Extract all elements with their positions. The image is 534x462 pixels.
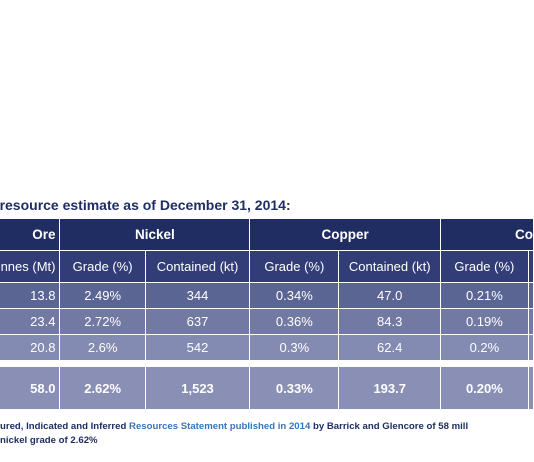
col-copper-grade: Grade (%) xyxy=(249,250,340,283)
group-cobalt: Co xyxy=(440,219,534,251)
resources-statement-link[interactable]: Resources Statement published in 2014 xyxy=(129,421,311,432)
table-row: 13.8 2.49% 344 0.34% 47.0 0.21% xyxy=(0,282,534,309)
table-row: 20.8 2.6% 542 0.3% 62.4 0.2% xyxy=(0,334,534,361)
column-header-row: nnes (Mt) Grade (%) Contained (kt) Grade… xyxy=(0,250,534,283)
col-nickel-contained: Contained (kt) xyxy=(145,250,251,283)
col-tonnes: nnes (Mt) xyxy=(0,250,61,283)
col-clipped xyxy=(528,250,534,283)
group-header-row: Ore Nickel Copper Co xyxy=(0,219,534,251)
group-ore: Ore xyxy=(0,219,61,251)
table-title: al resource estimate as of December 31, … xyxy=(0,197,291,213)
footnote-line-2: nickel grade of 2.62% xyxy=(0,435,98,446)
col-copper-contained: Contained (kt) xyxy=(338,250,441,283)
col-nickel-grade: Grade (%) xyxy=(59,250,146,283)
col-cobalt-grade: Grade (%) xyxy=(440,250,529,283)
group-copper: Copper xyxy=(249,219,441,251)
footnote-line-1: ured, Indicated and Inferred Resources S… xyxy=(0,421,469,432)
total-row: 58.0 2.62% 1,523 0.33% 193.7 0.20% xyxy=(0,367,534,410)
group-nickel: Nickel xyxy=(59,219,251,251)
resource-estimate-table: Ore Nickel Copper Co nnes (Mt) Grade (%)… xyxy=(0,219,534,410)
table-row: 23.4 2.72% 637 0.36% 84.3 0.19% xyxy=(0,308,534,335)
